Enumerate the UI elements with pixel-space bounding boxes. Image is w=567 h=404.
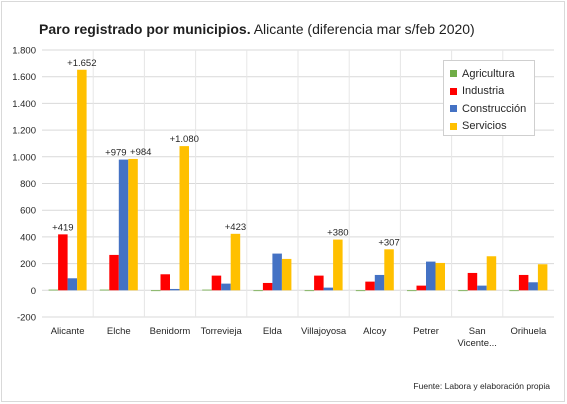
bar — [374, 274, 385, 291]
data-labels: +419 +1.652 +979 +984 +1.080 +423 +380 +307 — [52, 58, 400, 249]
bar — [537, 264, 548, 291]
bar — [416, 285, 426, 291]
legend-swatch — [450, 105, 457, 113]
y-tick-label: 1.000 — [12, 152, 36, 163]
bar — [365, 281, 375, 291]
bar — [151, 290, 161, 292]
data-label: +984 — [130, 147, 151, 158]
bar — [355, 290, 366, 292]
y-tick-labels: -200 0 200 400 600 800 1.000 1.200 1.400 1.600 1.8… — [12, 46, 36, 324]
data-label: +307 — [378, 237, 399, 248]
legend-label: Servicios — [462, 120, 507, 133]
bar — [202, 289, 212, 291]
x-tick-label: Alcoy — [363, 326, 386, 337]
legend-swatch — [450, 87, 457, 95]
bar — [221, 283, 231, 291]
legend-label: Industria — [462, 85, 505, 98]
bar — [509, 290, 519, 292]
bar — [179, 146, 189, 291]
x-tick-label: Elche — [107, 326, 131, 337]
bar — [230, 233, 241, 291]
bar — [262, 282, 273, 291]
bar — [323, 287, 334, 291]
bar — [528, 282, 538, 291]
bar — [77, 69, 87, 291]
bar — [272, 253, 282, 291]
x-tick-label: Petrer — [413, 326, 439, 337]
x-tick-label: Elda — [263, 326, 283, 337]
y-tick-label: 400 — [20, 232, 36, 243]
x-tick-label: San — [469, 326, 486, 337]
bar — [109, 254, 119, 291]
y-tick-label: 200 — [20, 259, 36, 270]
chart-title: Paro registrado por municipios. Alicante… — [39, 21, 475, 37]
bar — [426, 261, 436, 291]
data-label: +380 — [327, 228, 348, 239]
legend-item: Industria — [450, 83, 534, 101]
x-tick-labels: Alicante Elche Benidorm Torrevieja Elda Villa… — [51, 326, 547, 349]
bar — [48, 289, 59, 291]
y-tick-label: 1.600 — [12, 72, 36, 83]
x-tick-label: Torrevieja — [201, 326, 243, 337]
x-tick-label: Orihuela — [510, 326, 547, 337]
bar — [304, 290, 315, 292]
bar — [253, 290, 263, 292]
bar — [458, 290, 468, 292]
data-label: +419 — [52, 222, 73, 233]
data-label: +423 — [225, 222, 246, 233]
x-tick-label: Benidorm — [150, 326, 191, 337]
x-tick-label: Alicante — [51, 326, 85, 337]
legend-swatch — [450, 122, 457, 130]
data-label: +979 — [105, 148, 126, 159]
legend-item: Agricultura — [450, 65, 534, 83]
bar — [118, 159, 129, 291]
bar — [435, 262, 445, 291]
chart-title-bold: Paro registrado por municipios. — [39, 21, 251, 37]
bar-layer — [48, 69, 548, 292]
bar — [160, 274, 170, 291]
source-note: Fuente: Labora y elaboración propia — [413, 381, 550, 391]
chart-title-rest: Alicante (diferencia mar s/feb 2020) — [250, 21, 475, 37]
bar — [333, 239, 343, 291]
data-label: +1.080 — [170, 134, 199, 145]
bar — [407, 290, 417, 292]
y-tick-label: 800 — [20, 179, 36, 190]
y-tick-label: 1.200 — [12, 126, 36, 137]
bar — [67, 278, 78, 291]
data-label: +1.652 — [67, 58, 96, 69]
bar — [281, 258, 292, 291]
y-tick-label: 1.800 — [12, 46, 36, 57]
bar — [467, 272, 478, 291]
x-tick-label: Villajoyosa — [301, 326, 347, 337]
y-tick-label: 600 — [20, 206, 36, 217]
bar — [211, 275, 222, 291]
legend-label: Agricultura — [462, 67, 515, 80]
bar — [384, 249, 394, 291]
bar — [314, 275, 324, 291]
x-tick-label: Vicente... — [457, 338, 496, 349]
legend: Agricultura Industria Construcción Servicio… — [443, 60, 535, 136]
bar — [518, 274, 529, 291]
bar — [486, 256, 497, 291]
y-tick-label: 0 — [31, 286, 36, 297]
bar — [477, 285, 487, 291]
bar — [170, 288, 180, 291]
bar — [58, 234, 68, 291]
bar — [128, 158, 138, 291]
legend-swatch — [450, 70, 457, 78]
bar — [99, 289, 110, 291]
legend-item: Construcción — [450, 100, 534, 118]
y-tick-label: -200 — [17, 313, 36, 324]
y-tick-label: 1.400 — [12, 99, 36, 110]
legend-item: Servicios — [450, 118, 534, 136]
legend-label: Construcción — [462, 102, 527, 115]
